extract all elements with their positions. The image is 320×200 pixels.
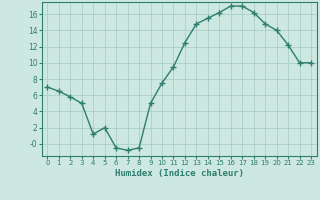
X-axis label: Humidex (Indice chaleur): Humidex (Indice chaleur) xyxy=(115,169,244,178)
